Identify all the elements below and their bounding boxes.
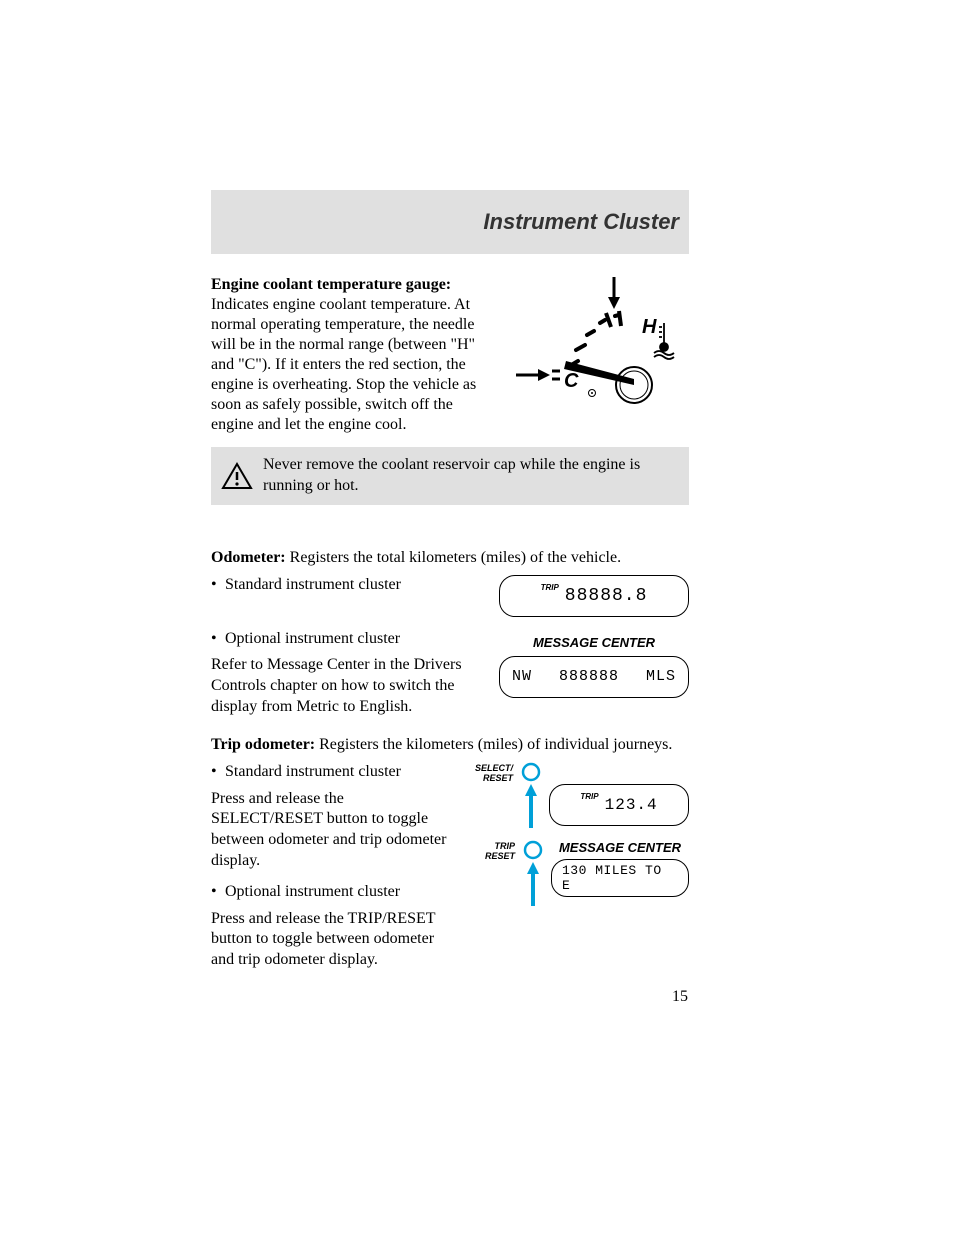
warning-text: Never remove the coolant reservoir cap w… bbox=[263, 455, 679, 497]
trip-bullet-1: Standard instrument cluster bbox=[211, 762, 457, 783]
lcd-unit: MLS bbox=[646, 668, 676, 685]
trip-reset-diagram: TRIP RESET MESSAGE CENTER 130 MILE bbox=[467, 840, 689, 910]
odometer-heading: Odometer: bbox=[211, 549, 286, 566]
coolant-section: Engine coolant temperature gauge: Indica… bbox=[211, 275, 689, 435]
trip-bullet-2: Optional instrument cluster bbox=[211, 882, 457, 903]
select-reset-diagram: SELECT/ RESET TRIP 123.4 bbox=[467, 762, 689, 832]
lcd-trip-optional: 130 MILES TO E bbox=[551, 859, 689, 897]
trip-reset-button-icon bbox=[521, 840, 545, 910]
select-label-2: RESET bbox=[467, 774, 513, 784]
trip-section: Trip odometer: Registers the kilometers … bbox=[211, 736, 689, 971]
lcd-trip-value: 123.4 bbox=[605, 796, 658, 814]
coolant-text: Engine coolant temperature gauge: Indica… bbox=[211, 275, 494, 435]
page-number: 15 bbox=[672, 988, 688, 1006]
lcd-optional: NW 888888 MLS bbox=[499, 656, 689, 698]
select-reset-button-icon bbox=[519, 762, 543, 832]
lcd-trip-standard: TRIP 123.4 bbox=[549, 784, 689, 826]
trip-heading: Trip odometer: bbox=[211, 736, 315, 753]
trip-para-1: Press and release the SELECT/RESET butto… bbox=[211, 789, 457, 872]
odometer-bullet-2: Optional instrument cluster bbox=[211, 629, 489, 650]
message-center-label: MESSAGE CENTER bbox=[499, 635, 689, 650]
lcd-trip-label-2: TRIP bbox=[580, 792, 598, 801]
temperature-gauge-figure: C H bbox=[504, 275, 689, 425]
coolant-heading: Engine coolant temperature gauge: bbox=[211, 276, 451, 293]
trip-body: Registers the kilometers (miles) of indi… bbox=[315, 736, 672, 753]
lcd-value: 88888.8 bbox=[565, 586, 648, 606]
odometer-bullet-1: Standard instrument cluster bbox=[211, 575, 489, 596]
lcd-msg: 130 MILES TO E bbox=[562, 863, 678, 893]
lcd-standard: TRIP 88888.8 bbox=[499, 575, 689, 617]
trip-reset-label-2: RESET bbox=[467, 852, 515, 862]
gauge-h-label: H bbox=[642, 316, 657, 338]
odometer-body: Registers the total kilometers (miles) o… bbox=[286, 549, 621, 566]
trip-para-2: Press and release the TRIP/RESET button … bbox=[211, 909, 457, 971]
warning-icon bbox=[221, 462, 253, 490]
header-band: Instrument Cluster bbox=[211, 190, 689, 254]
coolant-body: Indicates engine coolant temperature. At… bbox=[211, 296, 476, 433]
thermometer-icon bbox=[654, 323, 674, 359]
content-area: Engine coolant temperature gauge: Indica… bbox=[211, 275, 689, 971]
lcd-value-2: 888888 bbox=[559, 668, 619, 685]
odometer-refer: Refer to Message Center in the Drivers C… bbox=[211, 655, 489, 717]
warning-box: Never remove the coolant reservoir cap w… bbox=[211, 447, 689, 505]
page-title: Instrument Cluster bbox=[483, 209, 679, 235]
lcd-direction: NW bbox=[512, 668, 532, 685]
message-center-label-2: MESSAGE CENTER bbox=[551, 840, 689, 855]
lcd-trip-label: TRIP bbox=[541, 583, 559, 592]
gauge-c-label: C bbox=[564, 370, 579, 392]
odometer-section: Odometer: Registers the total kilometers… bbox=[211, 549, 689, 718]
